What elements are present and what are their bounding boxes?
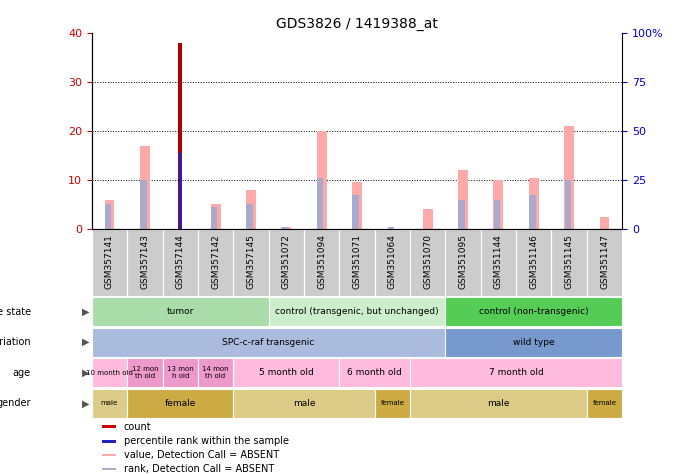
Text: GSM351071: GSM351071	[352, 234, 362, 289]
Text: ▶: ▶	[82, 307, 90, 317]
Text: control (transgenic, but unchanged): control (transgenic, but unchanged)	[275, 307, 439, 316]
Bar	[458, 170, 468, 229]
Text: GSM351070: GSM351070	[423, 234, 432, 289]
Bar	[317, 178, 324, 229]
Text: 14 mon
th old: 14 mon th old	[202, 366, 229, 379]
Bar	[587, 389, 622, 418]
Text: GSM357145: GSM357145	[246, 234, 256, 289]
Text: 10 month old: 10 month old	[86, 370, 133, 376]
Text: GSM357142: GSM357142	[211, 234, 220, 289]
Text: male: male	[101, 401, 118, 406]
Text: GSM351072: GSM351072	[282, 234, 291, 289]
Text: rank, Detection Call = ABSENT: rank, Detection Call = ABSENT	[124, 464, 274, 474]
Bar	[103, 440, 116, 443]
Text: tumor: tumor	[167, 307, 194, 316]
Text: 12 mon
th old: 12 mon th old	[131, 366, 158, 379]
Bar	[445, 328, 622, 356]
Bar	[246, 204, 253, 229]
Bar	[529, 195, 536, 229]
Text: 13 mon
h old: 13 mon h old	[167, 366, 194, 379]
Bar	[233, 389, 375, 418]
Text: ▶: ▶	[82, 337, 90, 347]
Bar	[127, 389, 233, 418]
Bar	[352, 195, 359, 229]
Bar	[211, 204, 220, 229]
Bar	[564, 180, 571, 229]
Bar	[211, 207, 218, 229]
Text: GSM351144: GSM351144	[494, 234, 503, 289]
Text: male: male	[487, 399, 510, 408]
Text: female: female	[592, 401, 617, 406]
Bar	[140, 180, 147, 229]
Text: GSM351064: GSM351064	[388, 234, 397, 289]
Bar	[105, 204, 112, 229]
Text: GSM351095: GSM351095	[458, 234, 468, 289]
Text: GSM351145: GSM351145	[564, 234, 574, 289]
Bar	[494, 180, 503, 229]
Text: gender: gender	[0, 398, 31, 408]
Bar	[317, 131, 326, 229]
Text: female: female	[380, 401, 405, 406]
Bar	[388, 227, 394, 229]
Bar	[140, 146, 150, 229]
Text: 7 month old: 7 month old	[489, 368, 543, 377]
Text: GSM357141: GSM357141	[105, 234, 114, 289]
Bar	[352, 182, 362, 229]
Bar	[445, 297, 622, 326]
Text: 5 month old: 5 month old	[259, 368, 313, 377]
Text: control (non-transgenic): control (non-transgenic)	[479, 307, 589, 316]
Text: male: male	[292, 399, 316, 408]
Text: genotype/variation: genotype/variation	[0, 337, 31, 347]
Bar	[92, 297, 269, 326]
Bar	[180, 153, 182, 229]
Text: ▶: ▶	[82, 368, 90, 378]
Bar	[600, 217, 609, 229]
Text: age: age	[13, 368, 31, 378]
Bar	[178, 43, 182, 229]
Bar	[163, 358, 198, 387]
Bar	[494, 200, 500, 229]
Bar	[339, 358, 410, 387]
Text: ▶: ▶	[82, 398, 90, 408]
Bar	[423, 210, 432, 229]
Text: percentile rank within the sample: percentile rank within the sample	[124, 437, 288, 447]
Bar	[105, 200, 114, 229]
Bar	[282, 227, 291, 229]
Text: disease state: disease state	[0, 307, 31, 317]
Text: value, Detection Call = ABSENT: value, Detection Call = ABSENT	[124, 450, 279, 460]
Bar	[564, 126, 574, 229]
Text: wild type: wild type	[513, 337, 555, 346]
Bar	[103, 467, 116, 470]
Text: GSM357144: GSM357144	[175, 234, 185, 289]
Text: SPC-c-raf transgenic: SPC-c-raf transgenic	[222, 337, 315, 346]
Text: GSM357143: GSM357143	[140, 234, 150, 289]
Bar	[103, 454, 116, 456]
Bar	[410, 358, 622, 387]
Bar	[282, 227, 288, 229]
Bar	[246, 190, 256, 229]
Bar	[410, 389, 587, 418]
Title: GDS3826 / 1419388_at: GDS3826 / 1419388_at	[276, 17, 438, 31]
Text: GSM351147: GSM351147	[600, 234, 609, 289]
Bar	[269, 297, 445, 326]
Text: GSM351094: GSM351094	[317, 234, 326, 289]
Text: female: female	[165, 399, 196, 408]
Bar	[92, 328, 445, 356]
Bar	[92, 389, 127, 418]
Bar	[233, 358, 339, 387]
Text: GSM351146: GSM351146	[529, 234, 539, 289]
Bar	[375, 389, 410, 418]
Bar	[103, 425, 116, 428]
Bar	[529, 178, 539, 229]
Text: 6 month old: 6 month old	[347, 368, 402, 377]
Bar	[92, 358, 127, 387]
Bar	[127, 358, 163, 387]
Bar	[458, 200, 465, 229]
Bar	[198, 358, 233, 387]
Text: count: count	[124, 422, 151, 432]
